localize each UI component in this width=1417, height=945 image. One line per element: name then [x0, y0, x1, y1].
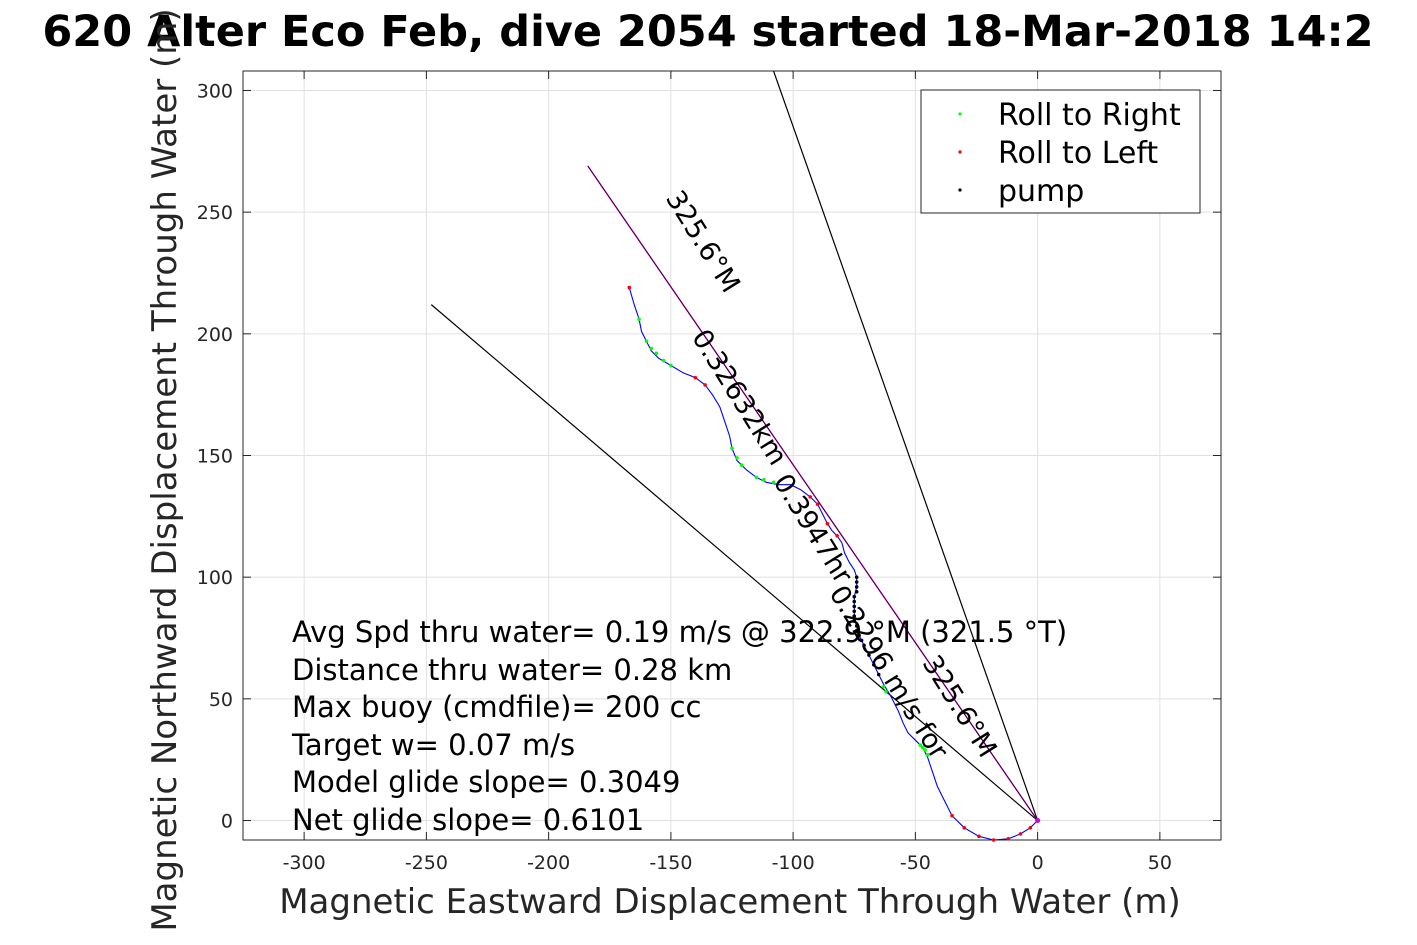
y-tick-label: 0 — [221, 811, 233, 833]
pump-point — [852, 609, 857, 614]
heading-label: 325.6°M — [659, 185, 746, 298]
roll-right-point — [669, 363, 673, 368]
x-tick-label: -300 — [283, 852, 326, 874]
roll-right-point — [771, 480, 776, 485]
legend-box — [920, 89, 1201, 214]
roll-left-point — [962, 826, 967, 830]
track-line — [628, 287, 1038, 841]
pump-point — [854, 580, 859, 584]
pump-point — [854, 628, 859, 633]
roll-right-point — [925, 753, 930, 757]
annotation-max-buoy: Max buoy (cmdfile)= 200 cc — [292, 690, 701, 724]
pump-point — [854, 585, 859, 589]
y-tick-label: 300 — [197, 80, 233, 102]
annotation-distance: Distance thru water= 0.28 km — [292, 653, 732, 687]
y-tick-label: 150 — [197, 446, 233, 468]
pump-point — [852, 604, 857, 609]
y-axis-label: Magnetic Northward Displacement Through … — [145, 8, 185, 931]
y-tick-label: 200 — [197, 324, 233, 346]
x-tick-label: -100 — [772, 852, 815, 874]
pump-point — [857, 633, 861, 638]
cone-line — [772, 71, 1039, 821]
heading-line-inner — [587, 165, 1038, 821]
roll-right-point — [884, 689, 888, 694]
roll-left-point — [693, 375, 698, 380]
pump-point — [854, 575, 859, 579]
roll-left-point — [991, 838, 996, 842]
legend-marker-roll-right — [958, 112, 962, 116]
pump-point — [867, 653, 871, 657]
roll-left-point — [825, 521, 830, 526]
x-tick-label: -200 — [527, 852, 570, 874]
pump-point — [876, 672, 881, 677]
roll-left-point — [815, 502, 820, 506]
legend-label-pump: pump — [998, 174, 1084, 209]
legend-label-roll-right: Roll to Right — [998, 98, 1181, 133]
roll-right-point — [918, 743, 923, 747]
y-tick-label: 250 — [197, 202, 233, 224]
roll-right-point — [649, 346, 654, 351]
legend-marker-roll-left — [958, 150, 962, 154]
heading-label: 0.32632km — [685, 324, 793, 471]
roll-right-point — [654, 351, 659, 356]
pump-point — [854, 624, 859, 628]
roll-left-point — [835, 534, 839, 538]
roll-left-point — [627, 285, 632, 290]
roll-left-point — [950, 813, 954, 818]
ticks: -300 -250 -200 -150 -100 -50 0 50 0 50 100 150 200 25… — [197, 71, 1221, 874]
data-points — [627, 285, 1041, 842]
roll-right-point — [754, 475, 759, 480]
heading-label: 0.3947hr — [767, 469, 859, 590]
x-tick-label: 0 — [1032, 852, 1044, 874]
roll-left-point — [703, 383, 707, 387]
roll-left-point — [1006, 836, 1011, 841]
reference-lines — [430, 71, 1039, 821]
pump-point — [854, 589, 859, 594]
cone-line — [430, 304, 1039, 821]
roll-right-point — [881, 684, 886, 689]
track — [628, 287, 1038, 841]
roll-right-point — [923, 748, 927, 752]
legend: Roll to Right Roll to Left pump — [920, 89, 1201, 214]
pump-point — [862, 643, 866, 648]
annotation-model-glide: Model glide slope= 0.3049 — [292, 765, 680, 799]
start-point — [1035, 818, 1041, 824]
roll-right-point — [920, 745, 925, 750]
roll-right-point — [730, 446, 734, 450]
roll-left-point — [1018, 832, 1023, 836]
legend-marker-pump — [958, 188, 962, 192]
x-tick-label: -250 — [405, 852, 448, 874]
pump-point — [859, 638, 864, 643]
roll-right-point — [739, 463, 744, 468]
x-tick-label: -150 — [649, 852, 692, 874]
x-axis-label: Magnetic Eastward Displacement Through W… — [279, 882, 1181, 922]
pump-point — [852, 594, 857, 599]
roll-left-point — [1028, 826, 1033, 830]
x-tick-label: 50 — [1148, 852, 1172, 874]
annotation-net-glide: Net glide slope= 0.6101 — [292, 803, 644, 837]
roll-right-point — [661, 358, 666, 363]
y-tick-label: 50 — [209, 689, 233, 711]
roll-right-point — [644, 339, 649, 343]
roll-left-point — [808, 495, 813, 499]
pump-point — [872, 662, 876, 667]
x-tick-label: -50 — [900, 852, 931, 874]
annotation-block: Avg Spd thru water= 0.19 m/s @ 322.9 °M … — [291, 615, 1067, 837]
roll-right-point — [637, 317, 641, 322]
annotation-avg-speed: Avg Spd thru water= 0.19 m/s @ 322.9 °M … — [292, 615, 1067, 649]
roll-right-point — [735, 456, 739, 460]
pump-point — [852, 599, 857, 604]
pump-point — [852, 619, 857, 623]
roll-right-point — [761, 478, 766, 482]
chart-title: 620 Alter Eco Feb, dive 2054 started 18-… — [42, 7, 1373, 57]
y-tick-label: 100 — [197, 567, 233, 589]
roll-left-point — [977, 834, 981, 839]
legend-label-roll-left: Roll to Left — [998, 136, 1158, 171]
pump-point — [852, 614, 857, 618]
annotation-target-w: Target w= 0.07 m/s — [291, 728, 575, 762]
